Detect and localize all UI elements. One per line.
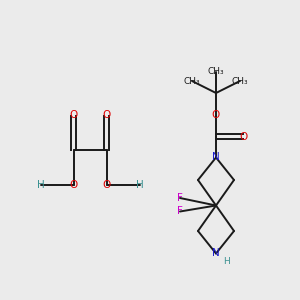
Text: CH₃: CH₃ xyxy=(232,76,248,85)
Text: O: O xyxy=(102,179,111,190)
Text: CH₃: CH₃ xyxy=(208,68,224,76)
Text: H: H xyxy=(136,179,143,190)
Text: F: F xyxy=(177,193,183,203)
Text: O: O xyxy=(239,131,247,142)
Text: CH₃: CH₃ xyxy=(184,76,200,85)
Text: O: O xyxy=(69,110,78,121)
Text: N: N xyxy=(212,152,220,163)
Text: O: O xyxy=(102,110,111,121)
Text: F: F xyxy=(177,206,183,217)
Text: H: H xyxy=(223,256,230,266)
Text: H: H xyxy=(37,179,44,190)
Text: O: O xyxy=(212,110,220,121)
Text: N: N xyxy=(212,248,220,259)
Text: O: O xyxy=(69,179,78,190)
